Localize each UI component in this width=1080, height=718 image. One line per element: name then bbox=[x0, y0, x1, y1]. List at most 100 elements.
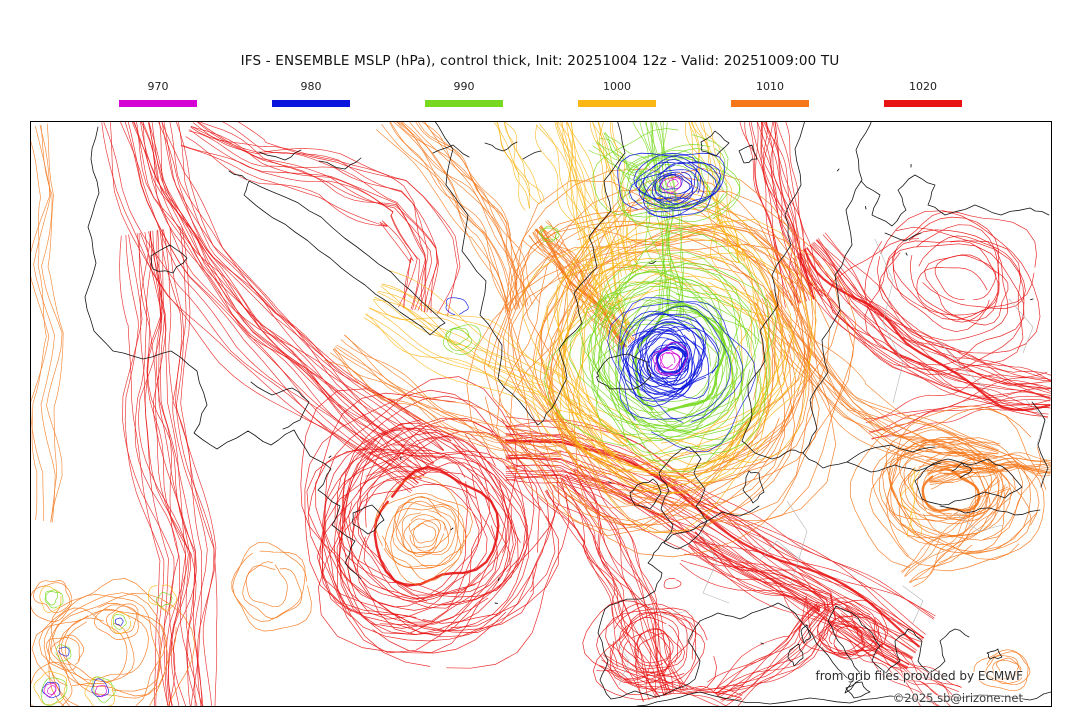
isobar-1020 bbox=[816, 601, 887, 654]
isobar-1020 bbox=[837, 617, 953, 703]
isobar-1010 bbox=[330, 352, 560, 463]
isobar-1010 bbox=[50, 637, 80, 666]
isobar-1020 bbox=[561, 477, 657, 699]
isobar-1020 bbox=[596, 670, 742, 701]
isobar-970 bbox=[94, 684, 107, 698]
coastline bbox=[596, 353, 652, 390]
isobar-1020 bbox=[505, 435, 916, 654]
isobar-1010 bbox=[973, 649, 1029, 692]
isobar-1020 bbox=[566, 474, 672, 694]
isobar-1020 bbox=[552, 484, 652, 701]
isobar-1000 bbox=[84, 676, 116, 706]
isobar-1010 bbox=[231, 550, 306, 622]
country-border-line bbox=[786, 500, 808, 560]
isobar-1020 bbox=[159, 229, 208, 706]
isobar-990 bbox=[588, 268, 733, 431]
isobar-1020 bbox=[321, 376, 555, 633]
isobar-990 bbox=[599, 281, 727, 428]
isobar-1020 bbox=[816, 239, 1051, 393]
isobar-1020 bbox=[609, 612, 680, 681]
isobar-1020 bbox=[139, 231, 191, 706]
coastline bbox=[845, 681, 871, 699]
isobar-1010 bbox=[779, 284, 1000, 451]
pressure-legend: 970 980 990 1000 1010 1020 bbox=[0, 0, 1080, 118]
coastline bbox=[84, 126, 295, 450]
legend-color-swatch bbox=[884, 100, 962, 107]
terrain-mark bbox=[608, 481, 612, 484]
isobar-1020 bbox=[505, 451, 917, 651]
coastline bbox=[1031, 401, 1049, 488]
isobar-1020 bbox=[695, 531, 836, 696]
isobar-1020 bbox=[760, 122, 806, 302]
isobar-990 bbox=[651, 122, 672, 317]
isobar-1010 bbox=[929, 465, 1051, 485]
isobar-1020 bbox=[663, 577, 682, 589]
isobar-1020 bbox=[798, 599, 888, 660]
isobar-1010 bbox=[900, 477, 997, 572]
coastline bbox=[914, 458, 1023, 506]
isobar-1000 bbox=[554, 122, 617, 332]
isobar-1010 bbox=[390, 122, 508, 313]
isobar-1000 bbox=[549, 247, 767, 494]
isobar-1010 bbox=[31, 661, 73, 706]
isobar-1020 bbox=[119, 235, 161, 706]
isobar-1010 bbox=[484, 225, 811, 526]
isobar-1020 bbox=[818, 238, 1051, 389]
isobar-1020 bbox=[864, 371, 1048, 420]
isobar-1010 bbox=[928, 465, 1051, 480]
isobar-980 bbox=[643, 161, 705, 213]
isobar-1020 bbox=[869, 395, 1050, 434]
isobar-1010 bbox=[31, 140, 47, 520]
isobar-1020 bbox=[892, 240, 999, 333]
coastline bbox=[610, 602, 970, 700]
isobar-980 bbox=[617, 152, 718, 218]
isobar-1010 bbox=[421, 122, 540, 303]
isobar-1020 bbox=[505, 434, 924, 639]
isobar-1020 bbox=[690, 540, 820, 692]
legend-label: 990 bbox=[453, 80, 475, 93]
isobar-1020 bbox=[131, 122, 425, 476]
isobar-1020 bbox=[762, 122, 799, 305]
isobar-1010 bbox=[538, 226, 623, 349]
coastline bbox=[802, 452, 942, 473]
isobar-1020 bbox=[681, 559, 822, 683]
isobar-1000 bbox=[685, 122, 729, 267]
isobar-990 bbox=[45, 589, 59, 606]
country-border-line bbox=[700, 532, 730, 604]
isobar-980 bbox=[655, 345, 687, 374]
isobar-1020 bbox=[892, 211, 1037, 321]
isobar-990 bbox=[615, 315, 738, 432]
isobar-1020 bbox=[351, 462, 510, 606]
isobar-1010 bbox=[899, 459, 987, 522]
isobar-980 bbox=[654, 171, 694, 205]
isobar-1010 bbox=[43, 607, 128, 687]
coastline bbox=[629, 478, 662, 510]
isobar-980 bbox=[639, 332, 703, 401]
isobar-1020 bbox=[608, 643, 745, 691]
isobar-1000 bbox=[909, 468, 917, 537]
isobar-1020 bbox=[813, 241, 1051, 389]
isobar-1010 bbox=[483, 225, 793, 505]
isobar-1010 bbox=[403, 518, 446, 558]
isobar-990 bbox=[543, 260, 745, 447]
isobar-980 bbox=[639, 327, 720, 398]
isobar-1010 bbox=[340, 339, 564, 448]
isobar-1020 bbox=[343, 436, 491, 609]
isobar-1020 bbox=[833, 625, 864, 652]
isobar-980 bbox=[618, 305, 732, 420]
isobar-1010 bbox=[390, 496, 465, 585]
isobar-1010 bbox=[50, 578, 177, 697]
isobar-1020 bbox=[237, 122, 458, 317]
isobar-1010 bbox=[888, 446, 1016, 546]
isobar-1010 bbox=[33, 580, 71, 614]
terrain-mark bbox=[865, 206, 867, 210]
isobar-1020 bbox=[505, 416, 934, 620]
isobar-1010 bbox=[332, 349, 562, 455]
isobar-1010 bbox=[398, 122, 510, 312]
isobar-1010 bbox=[502, 224, 786, 507]
isobar-1000 bbox=[555, 219, 813, 482]
isobar-1000 bbox=[496, 122, 526, 211]
isobar-980 bbox=[617, 297, 744, 423]
coastline bbox=[597, 505, 760, 700]
isobar-990 bbox=[55, 644, 72, 662]
